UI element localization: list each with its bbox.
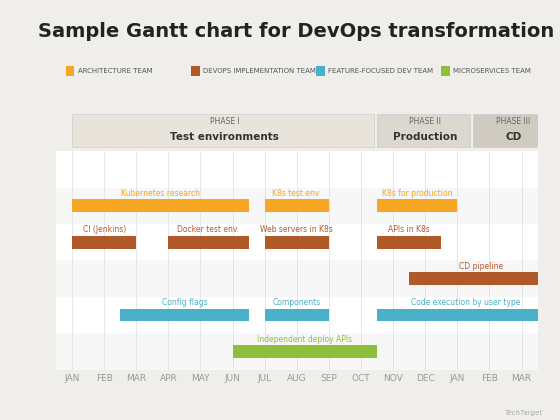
FancyBboxPatch shape: [72, 236, 136, 249]
Text: Config flags: Config flags: [162, 298, 207, 307]
Text: TechTarget: TechTarget: [505, 410, 543, 416]
Text: Production: Production: [393, 132, 458, 142]
FancyBboxPatch shape: [377, 236, 441, 249]
Bar: [316, 66, 325, 76]
Text: Code execution by user type: Code execution by user type: [410, 298, 520, 307]
FancyBboxPatch shape: [265, 309, 329, 321]
Text: Kubernetes research: Kubernetes research: [121, 189, 200, 198]
Text: Web servers in K8s: Web servers in K8s: [260, 226, 333, 234]
Text: FEATURE-FOCUSED DEV TEAM: FEATURE-FOCUSED DEV TEAM: [328, 68, 433, 74]
Text: Independent deploy APIs: Independent deploy APIs: [257, 335, 352, 344]
Text: Sample Gantt chart for DevOps transformation: Sample Gantt chart for DevOps transforma…: [38, 22, 554, 41]
FancyBboxPatch shape: [232, 345, 377, 358]
FancyBboxPatch shape: [473, 114, 550, 147]
Bar: [66, 66, 74, 76]
Text: CI (Jenkins): CI (Jenkins): [82, 226, 126, 234]
Text: CD pipeline: CD pipeline: [459, 262, 503, 271]
Text: K8s test env.: K8s test env.: [272, 189, 321, 198]
Bar: [191, 66, 199, 76]
Text: DEVOPS IMPLEMENTATION TEAM: DEVOPS IMPLEMENTATION TEAM: [203, 68, 316, 74]
Text: MICROSERVICES TEAM: MICROSERVICES TEAM: [454, 68, 531, 74]
FancyBboxPatch shape: [56, 260, 538, 297]
FancyBboxPatch shape: [377, 309, 554, 321]
Text: K8s for production: K8s for production: [382, 189, 452, 198]
Text: APIs in K8s: APIs in K8s: [388, 226, 430, 234]
FancyBboxPatch shape: [265, 236, 329, 249]
FancyBboxPatch shape: [409, 272, 554, 285]
FancyBboxPatch shape: [56, 333, 538, 370]
FancyBboxPatch shape: [72, 114, 374, 147]
Text: Docker test env.: Docker test env.: [178, 226, 240, 234]
FancyBboxPatch shape: [56, 188, 538, 224]
FancyBboxPatch shape: [169, 236, 249, 249]
Text: ARCHITECTURE TEAM: ARCHITECTURE TEAM: [78, 68, 152, 74]
Text: PHASE I: PHASE I: [209, 117, 240, 126]
FancyBboxPatch shape: [265, 200, 329, 212]
FancyBboxPatch shape: [120, 309, 249, 321]
FancyBboxPatch shape: [56, 297, 538, 333]
Text: CD: CD: [505, 132, 522, 142]
Text: PHASE II: PHASE II: [409, 117, 441, 126]
FancyBboxPatch shape: [56, 224, 538, 260]
FancyBboxPatch shape: [72, 200, 249, 212]
Bar: [441, 66, 450, 76]
Text: Test environments: Test environments: [170, 132, 279, 142]
Text: PHASE III: PHASE III: [496, 117, 531, 126]
FancyBboxPatch shape: [377, 114, 470, 147]
FancyBboxPatch shape: [377, 200, 458, 212]
Text: Components: Components: [273, 298, 321, 307]
